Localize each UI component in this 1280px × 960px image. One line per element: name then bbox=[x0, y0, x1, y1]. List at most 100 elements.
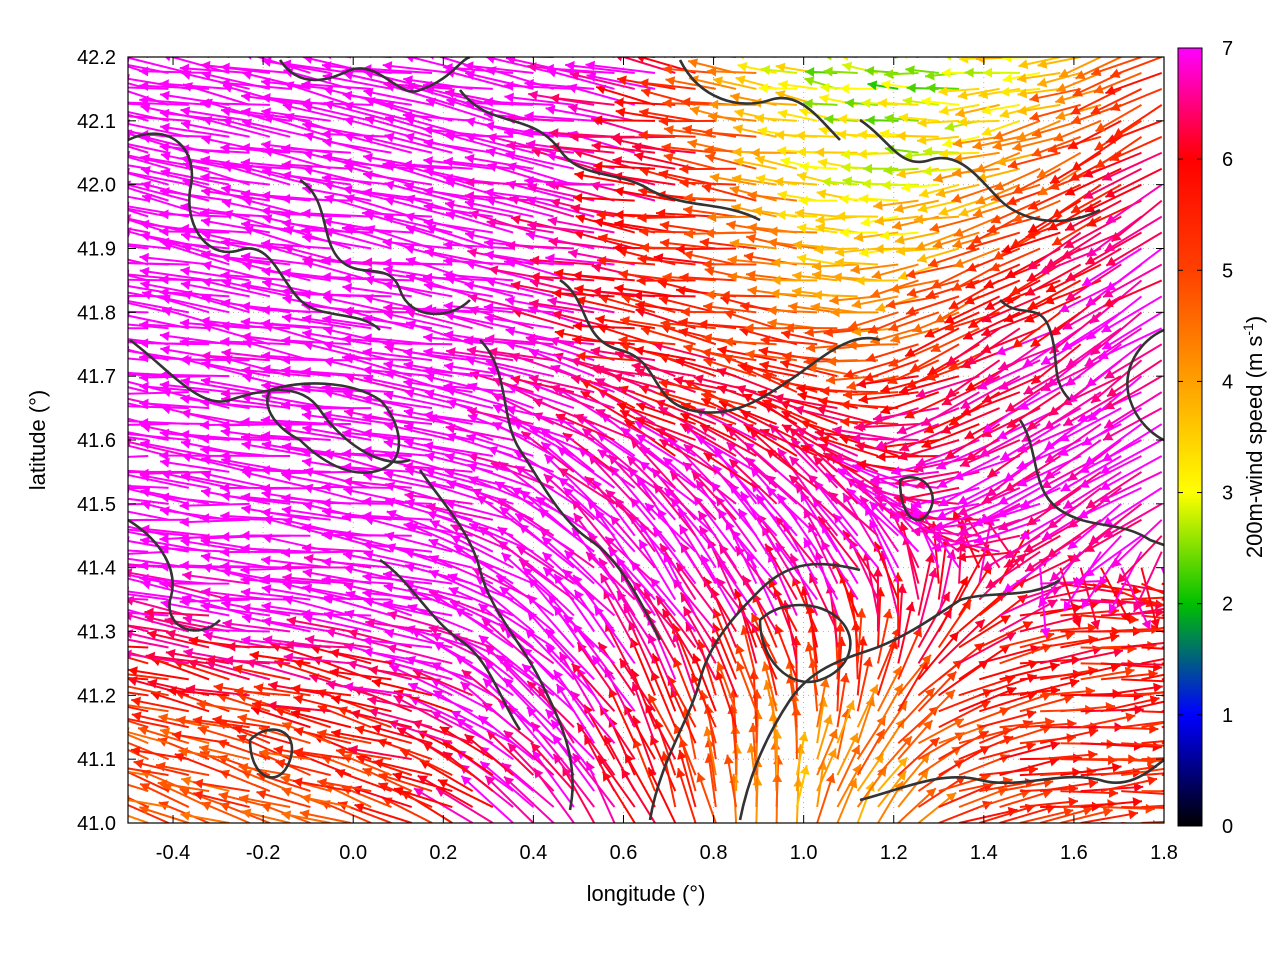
wind-arrow bbox=[477, 714, 535, 760]
wind-arrow bbox=[301, 403, 372, 414]
wind-arrow bbox=[856, 656, 873, 712]
colorbar-tick-label: 6 bbox=[1222, 149, 1233, 171]
colorbar: 0 1 2 3 4 5 6 7 200m-wind speed (m s-1) bbox=[1177, 38, 1267, 838]
wind-arrow bbox=[485, 334, 554, 346]
wind-arrow bbox=[1121, 678, 1164, 683]
wind-arrow bbox=[1019, 630, 1075, 649]
wind-arrow bbox=[220, 491, 291, 505]
wind-arrow bbox=[541, 551, 595, 601]
wind-arrow bbox=[128, 583, 129, 585]
colorbar-tick-label: 0 bbox=[1222, 816, 1233, 838]
wind-arrow bbox=[128, 678, 129, 680]
wind-arrow bbox=[160, 345, 230, 362]
wind-arrow bbox=[946, 327, 1001, 366]
wind-arrow bbox=[362, 511, 433, 522]
wind-arrow bbox=[368, 665, 433, 681]
wind-arrow bbox=[998, 359, 1061, 391]
wind-arrow bbox=[179, 500, 250, 511]
wind-arrow bbox=[1019, 678, 1080, 697]
wind-arrow bbox=[1102, 407, 1163, 442]
wind-arrow bbox=[1102, 487, 1163, 527]
wind-arrow bbox=[185, 684, 250, 697]
wind-arrow bbox=[301, 543, 372, 554]
wind-arrow bbox=[179, 336, 250, 347]
wind-arrow bbox=[842, 492, 879, 553]
wind-arrow bbox=[226, 641, 291, 652]
wind-arrow bbox=[840, 399, 899, 410]
wind-arrow bbox=[179, 596, 250, 607]
wind-arrow bbox=[128, 278, 169, 282]
x-tick-label: 1.8 bbox=[1150, 842, 1178, 864]
wind-arrow bbox=[232, 664, 291, 681]
wind-arrow bbox=[261, 440, 331, 457]
wind-arrow bbox=[144, 607, 210, 618]
wind-arrow bbox=[180, 810, 230, 823]
wind-arrow bbox=[830, 307, 878, 318]
wind-arrow bbox=[1141, 790, 1164, 793]
wind-arrow bbox=[371, 678, 433, 697]
wind-arrow bbox=[1060, 455, 1122, 493]
wind-arrow bbox=[193, 778, 250, 793]
wind-arrow bbox=[241, 440, 311, 457]
wind-arrow bbox=[208, 57, 270, 58]
wind-arrow bbox=[774, 624, 798, 680]
wind-arrow bbox=[128, 103, 129, 105]
x-tick-label: 1.0 bbox=[790, 842, 818, 864]
wind-arrow bbox=[800, 444, 859, 473]
wind-arrow bbox=[1141, 614, 1164, 620]
wind-arrow bbox=[1080, 809, 1139, 823]
wind-arrow bbox=[897, 439, 960, 461]
wind-arrow bbox=[260, 318, 331, 330]
wind-arrow bbox=[888, 311, 940, 332]
wind-arrow bbox=[222, 618, 291, 633]
wind-arrow bbox=[894, 57, 899, 58]
wind-arrow bbox=[917, 553, 935, 616]
wind-arrow bbox=[788, 302, 838, 314]
wind-arrow bbox=[1085, 471, 1143, 510]
wind-arrow bbox=[1099, 471, 1163, 503]
wind-arrow bbox=[128, 803, 169, 823]
wind-arrow bbox=[1084, 327, 1143, 368]
wind-arrow bbox=[321, 482, 392, 493]
wind-arrow bbox=[429, 519, 494, 553]
wind-arrow bbox=[362, 496, 433, 507]
wind-arrow bbox=[128, 530, 149, 537]
wind-arrow bbox=[790, 57, 818, 58]
colorbar-gradient bbox=[1177, 47, 1203, 827]
y-tick-label: 41.5 bbox=[77, 494, 116, 516]
wind-arrow bbox=[128, 423, 129, 425]
wind-arrow bbox=[403, 520, 473, 537]
wind-arrow bbox=[128, 295, 129, 297]
wind-arrow bbox=[128, 550, 169, 555]
wind-arrow bbox=[237, 713, 291, 729]
wind-arrow bbox=[955, 518, 1021, 543]
wind-arrow bbox=[1002, 550, 1061, 594]
wind-arrow bbox=[1141, 721, 1164, 729]
wind-arrow bbox=[128, 402, 149, 410]
colorbar-tick-label: 1 bbox=[1222, 705, 1233, 727]
wind-vectors bbox=[128, 57, 1164, 823]
wind-arrow bbox=[1141, 673, 1164, 681]
wind-arrow bbox=[180, 471, 250, 489]
wind-arrow bbox=[1024, 295, 1082, 323]
wind-arrow bbox=[1006, 391, 1061, 429]
wind-arrow bbox=[201, 351, 270, 362]
wind-arrow bbox=[128, 593, 169, 601]
wind-arrow bbox=[1141, 757, 1164, 761]
wind-arrow bbox=[1067, 439, 1122, 482]
wind-arrow bbox=[965, 423, 1021, 462]
wind-arrow bbox=[570, 662, 616, 712]
wind-arrow bbox=[934, 502, 1000, 531]
wind-arrow bbox=[791, 57, 797, 58]
wind-arrow bbox=[1101, 295, 1163, 334]
wind-arrow bbox=[1140, 567, 1160, 629]
wind-arrow bbox=[752, 57, 757, 58]
wind-arrow bbox=[362, 413, 433, 426]
wind-arrow bbox=[1133, 551, 1163, 613]
wind-arrow bbox=[675, 357, 737, 378]
wind-arrow bbox=[750, 612, 778, 664]
wind-arrow bbox=[937, 471, 1001, 507]
wind-arrow bbox=[897, 719, 934, 760]
wind-arrow bbox=[1012, 311, 1061, 349]
colorbar-tick-label: 4 bbox=[1222, 371, 1233, 393]
